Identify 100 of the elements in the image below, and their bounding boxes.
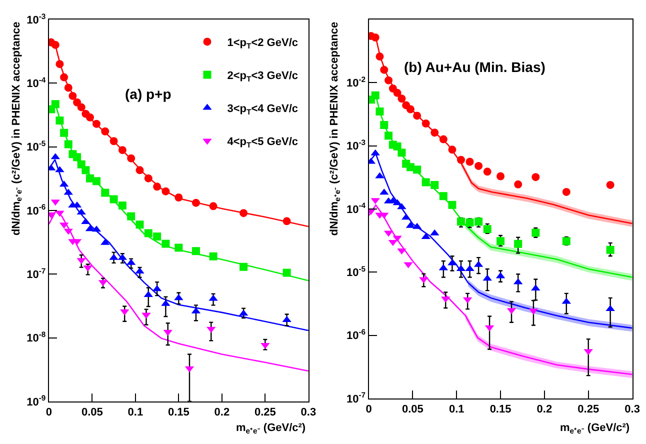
point (82, 166, 90, 174)
point (384, 132, 393, 140)
point (209, 202, 218, 210)
x-tick-label: 0 (366, 404, 372, 416)
point (406, 105, 414, 114)
point (282, 217, 291, 226)
point (144, 174, 152, 182)
legend-label: 2<p$_{T}$<3 GeV/c (227, 70, 298, 84)
point (101, 188, 110, 197)
x-tick-label: 0 (46, 406, 52, 419)
point (376, 108, 384, 116)
point (174, 194, 183, 202)
point (439, 192, 448, 200)
x-tick-label: 0.25 (254, 406, 276, 419)
point (456, 156, 465, 164)
point (110, 137, 118, 146)
point (532, 173, 540, 182)
point (153, 182, 162, 191)
x-tick-label: 0.25 (578, 404, 600, 416)
point (51, 40, 60, 49)
point (136, 220, 144, 229)
y-tick-label: 10$^{-8}$ (26, 330, 46, 345)
x-tick-label: 0.05 (81, 406, 103, 419)
text: (a) p+p (125, 86, 172, 102)
point (64, 84, 72, 92)
x-tick-label: 0.2 (214, 406, 230, 419)
point (422, 119, 430, 128)
point (466, 158, 474, 166)
point (174, 244, 183, 252)
point (422, 178, 430, 186)
point (127, 154, 136, 162)
point (64, 140, 72, 148)
point (371, 34, 380, 42)
point (240, 262, 248, 271)
y-tick-label: 10$^{-2}$ (346, 74, 366, 90)
point (73, 98, 82, 106)
point (240, 209, 248, 218)
y-tick-label: 10$^{-9}$ (26, 394, 46, 408)
point (380, 120, 388, 129)
point (73, 153, 82, 162)
legend-label: 4<p$_{T}$<5 GeV/c (227, 136, 298, 150)
point (51, 100, 60, 108)
point (92, 177, 100, 186)
point (209, 252, 218, 260)
x-axis-title: m$_{e⁺e⁻}$ (GeV/c²) (236, 422, 306, 436)
point (413, 112, 422, 120)
legend-label: 1<p$_{T}$<2 GeV/c (227, 37, 298, 50)
text: (b) Au+Au (Min. Bias) (404, 59, 546, 75)
point (430, 180, 439, 189)
point (153, 232, 162, 241)
y-tick-label: 10$^{-7}$ (26, 266, 46, 281)
x-tick-label: 0.3 (624, 404, 640, 416)
point (136, 166, 144, 174)
point (380, 66, 388, 74)
point (144, 229, 152, 238)
point (60, 128, 68, 137)
point (474, 162, 483, 170)
point (86, 113, 94, 122)
point (77, 103, 86, 112)
x-tick-label: 0.3 (300, 406, 316, 419)
y-tick-label: 10$^{-6}$ (346, 327, 366, 342)
point (192, 198, 200, 207)
point (110, 195, 118, 204)
point (371, 91, 380, 100)
point (448, 146, 456, 154)
point (118, 201, 126, 210)
y-tick-label: 10$^{-5}$ (26, 139, 46, 154)
point (127, 212, 136, 220)
point (413, 166, 422, 174)
point (192, 247, 200, 256)
y-tick-label: 10$^{-3}$ (346, 138, 366, 153)
x-tick-label: 0.1 (128, 406, 144, 419)
point (398, 148, 406, 157)
x-tick-label: 0.1 (448, 404, 464, 416)
point (101, 127, 110, 136)
point (68, 92, 77, 100)
point (92, 120, 100, 128)
point (282, 268, 291, 277)
y-tick-label: 10$^{-6}$ (26, 202, 46, 218)
point (514, 180, 522, 188)
line-series (48, 210, 308, 372)
x-axis-title: m$_{e⁺e⁻}$ (GeV/c²) (560, 422, 630, 436)
point (448, 200, 456, 209)
y-tick-label: 10$^{-4}$ (26, 75, 46, 90)
point (496, 172, 505, 180)
point (384, 76, 393, 84)
x-tick-label: 0.2 (536, 404, 552, 416)
y-tick-label: 10$^{-3}$ (26, 12, 46, 26)
y-tick-label: 10$^{-5}$ (346, 264, 366, 279)
x-tick-label: 0.15 (490, 404, 512, 416)
point (398, 94, 406, 103)
point (496, 237, 505, 246)
point (483, 168, 492, 176)
point (562, 188, 570, 196)
point (162, 240, 170, 248)
point (60, 73, 68, 82)
point (393, 88, 402, 97)
y-tick-label: 10$^{-7}$ (346, 390, 366, 406)
y-tick-label: 10$^{-4}$ (346, 201, 366, 216)
point (606, 246, 614, 254)
